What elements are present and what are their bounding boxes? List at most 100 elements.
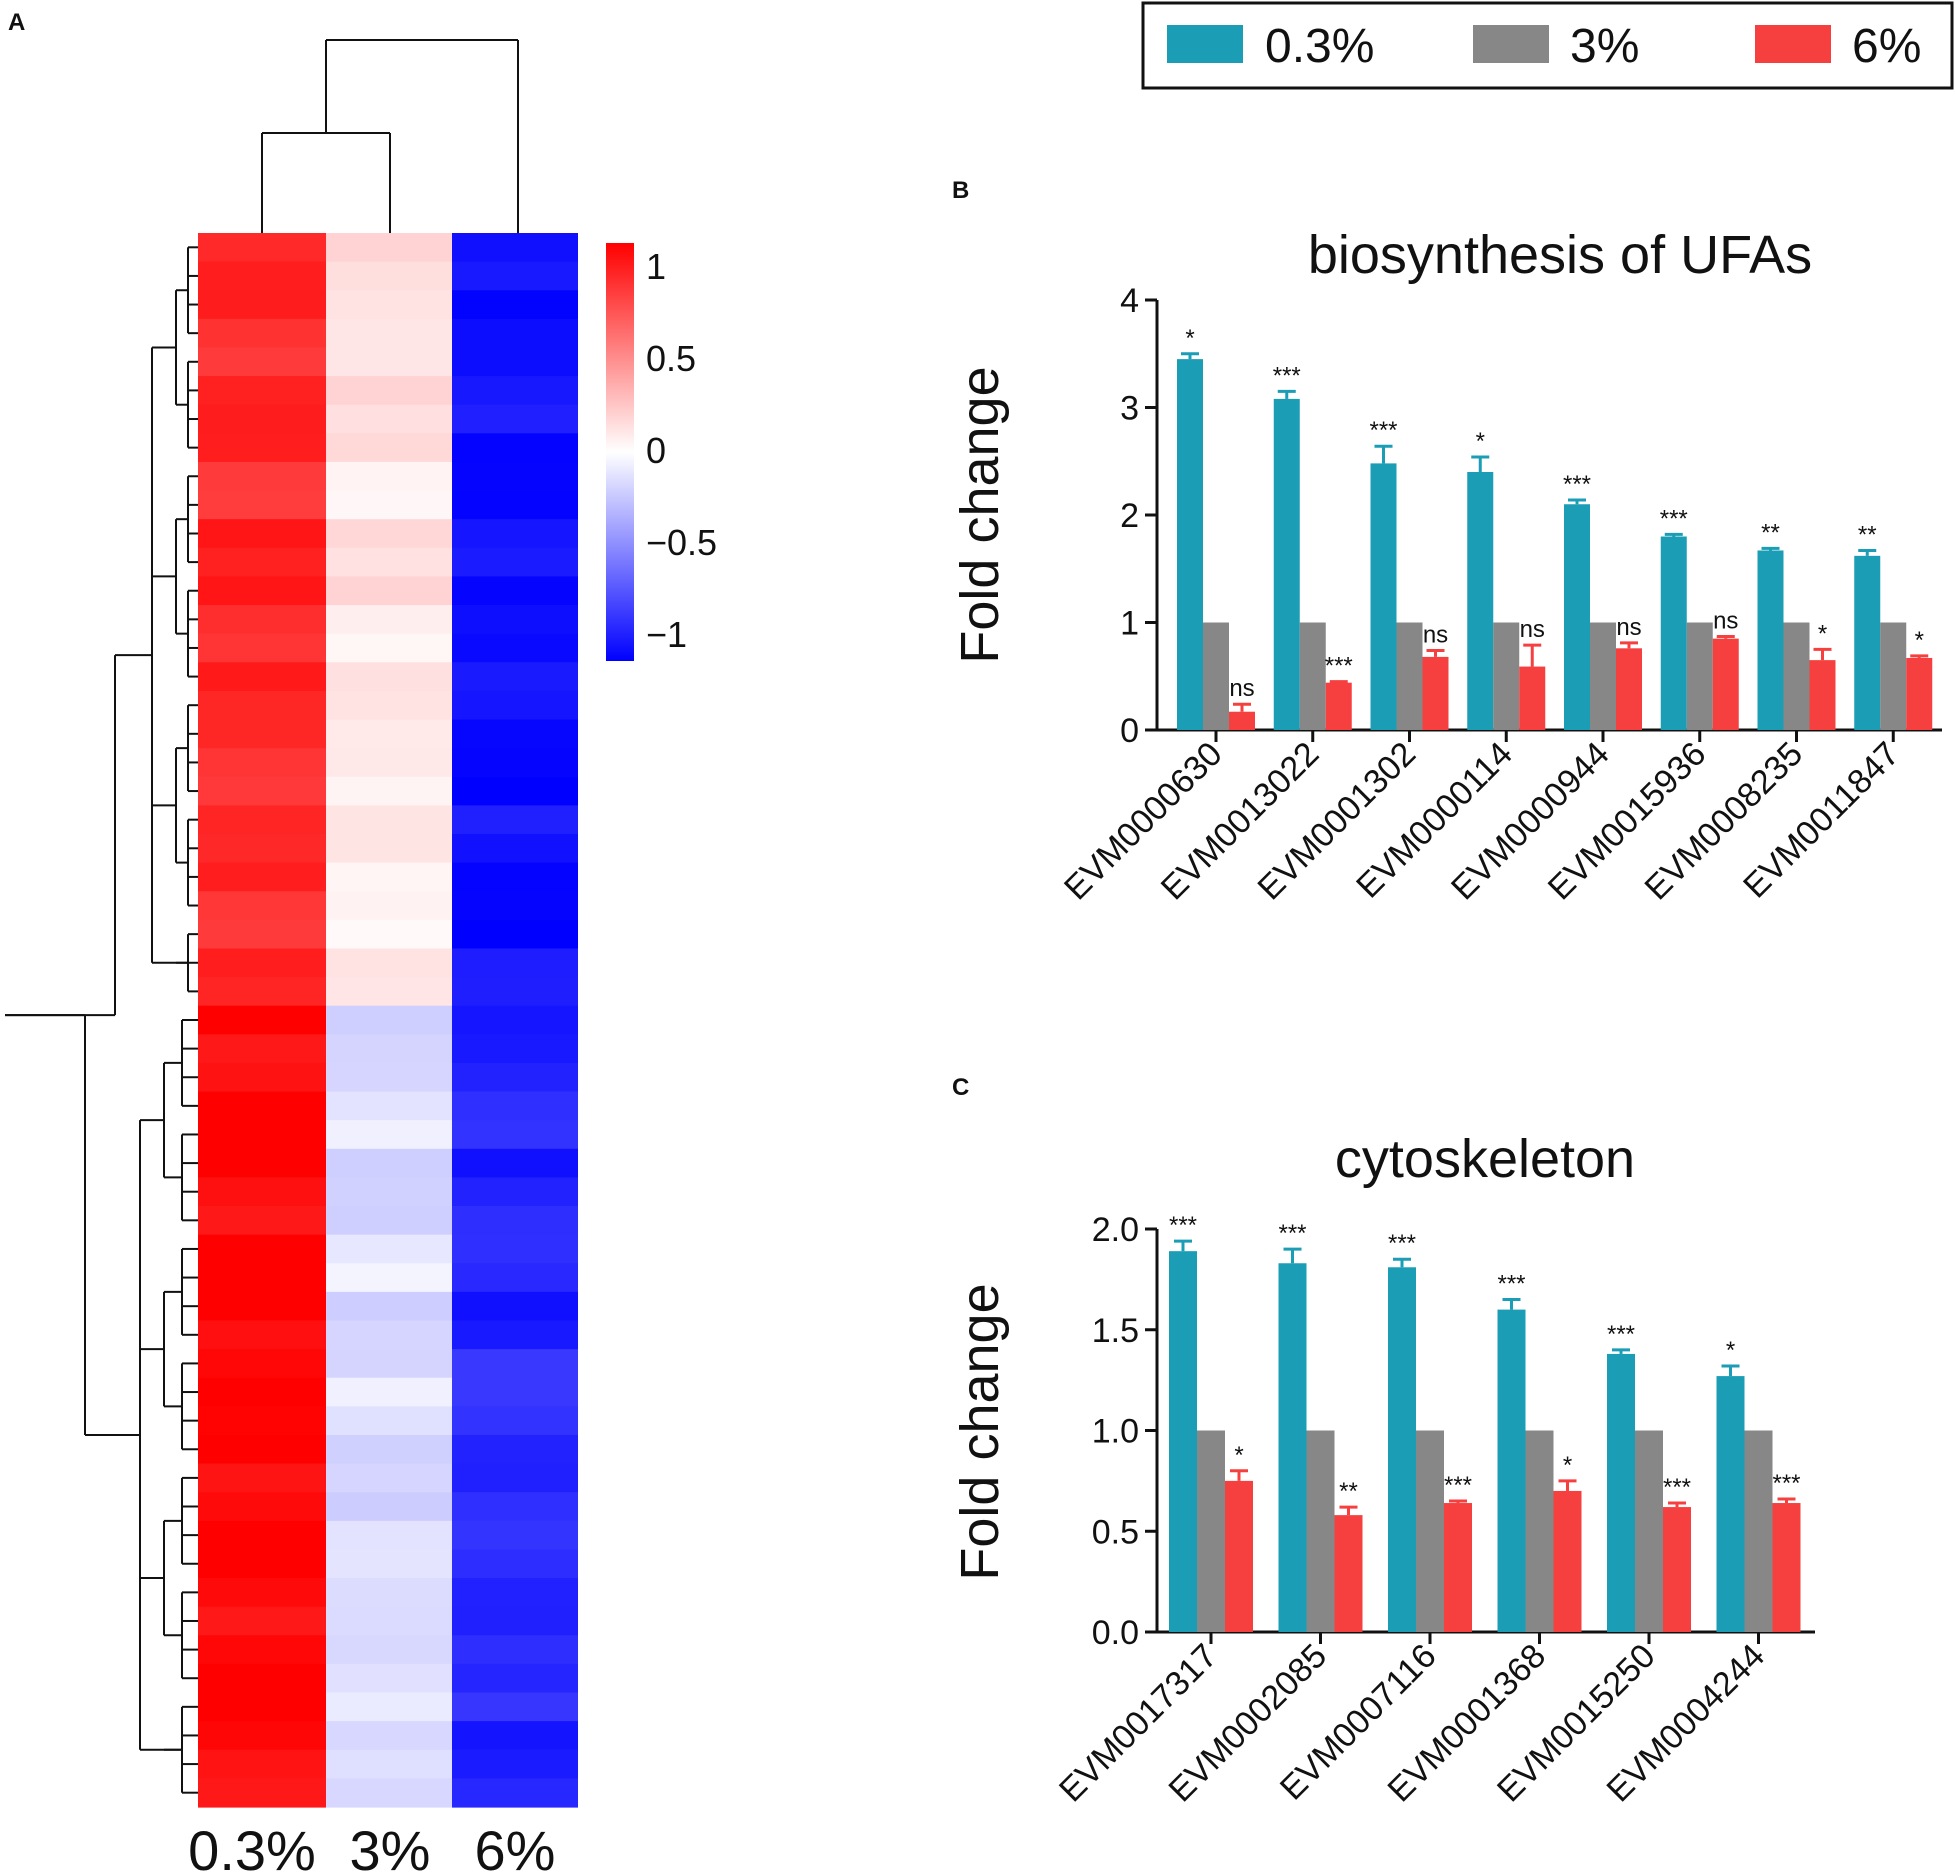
chart-c-bar-evm0002085-0-3-sig: *** xyxy=(1278,1220,1306,1247)
chart-b-bar-evm0000944-6 xyxy=(1616,648,1642,730)
heatmap-cell-3-row-10 xyxy=(326,490,452,520)
colorbar-tick-neg-1: −1 xyxy=(646,614,687,655)
chart-c-bar-evm0015250-0-3-sig: *** xyxy=(1607,1321,1635,1348)
heatmap-cell-6-row-23 xyxy=(452,862,578,892)
colorbar-tick-0-5: 0.5 xyxy=(646,338,696,379)
heatmap-cell-3-row-4 xyxy=(326,318,452,349)
heatmap-cell-3-row-14 xyxy=(326,605,452,635)
heatmap-col-label-6: 6% xyxy=(475,1819,556,1874)
chart-c-bar-evm0017317-3 xyxy=(1197,1430,1225,1632)
heatmap-cell-3-row-18 xyxy=(326,719,452,749)
chart-b-ytick-label-0: 0 xyxy=(1120,712,1139,750)
heatmap-cell-0-3-row-6 xyxy=(198,376,326,406)
heatmap-cell-3-row-9 xyxy=(326,461,452,492)
heatmap-cell-6-row-25 xyxy=(452,919,578,950)
chart-c-bar-evm0001368-0-3-sig: *** xyxy=(1497,1271,1525,1298)
heatmap-cell-6-row-9 xyxy=(452,461,578,492)
heatmap-cell-6-row-30 xyxy=(452,1062,578,1093)
heatmap-cell-3-row-13 xyxy=(326,576,452,606)
chart-b-bar-evm0015936-0-3-sig: *** xyxy=(1660,505,1688,532)
colorbar: 1 0.5 0 −0.5 −1 xyxy=(606,243,717,661)
colorbar-tick-neg-0-5: −0.5 xyxy=(646,522,717,563)
chart-c-bar-evm0001368-6 xyxy=(1553,1490,1582,1632)
heatmap-cell-3-row-30 xyxy=(326,1062,452,1093)
heatmap-cell-0-3-row-40 xyxy=(198,1349,326,1379)
heatmap-cell-3-row-31 xyxy=(326,1091,452,1121)
heatmap-cell-0-3-row-38 xyxy=(198,1291,326,1322)
heatmap-cell-6-row-11 xyxy=(452,519,578,549)
heatmap-cell-3-row-41 xyxy=(326,1377,452,1407)
chart-b-bar-evm0008235-3 xyxy=(1783,622,1810,730)
chart-b-bar-evm0013022-6 xyxy=(1325,682,1352,730)
chart-biosynthesis-of-ufas: biosynthesis of UFAs Fold change 0 1 2 3 4 * n… xyxy=(950,225,1942,907)
heatmap-cell-3-row-19 xyxy=(326,748,452,778)
heatmap-cell-0-3-row-45 xyxy=(198,1492,326,1522)
chart-b-bar-evm0011847-0-3 xyxy=(1854,555,1881,730)
heatmap-cell-3-row-23 xyxy=(326,862,452,892)
heatmap-cell-0-3-row-27 xyxy=(198,977,326,1007)
heatmap-cell-6-row-38 xyxy=(452,1291,578,1322)
heatmap-cell-6-row-21 xyxy=(452,805,578,835)
heatmap-cell-3-row-22 xyxy=(326,833,452,864)
heatmap-cell-0-3-row-41 xyxy=(198,1377,326,1407)
heatmap-cell-3-row-42 xyxy=(326,1406,452,1436)
chart-c-marks: 0.00.51.01.52.0 ****EVM0017317*****EVM000… xyxy=(1052,1211,1815,1809)
chart-b-bar-evm0000630-6 xyxy=(1229,711,1255,730)
heatmap-cell-6-row-22 xyxy=(452,833,578,864)
heatmap-cell-0-3-row-49 xyxy=(198,1606,326,1636)
heatmap-cell-0-3-row-37 xyxy=(198,1263,326,1293)
chart-c-bar-evm0015250-6 xyxy=(1663,1507,1691,1632)
heatmap-cell-3-row-27 xyxy=(326,977,452,1007)
chart-b-bar-evm0000630-6-sig: ns xyxy=(1229,675,1254,702)
heatmap-cell-6-row-40 xyxy=(452,1349,578,1379)
chart-c-bar-evm0001368-3 xyxy=(1525,1430,1554,1632)
heatmap-cell-6-row-1 xyxy=(452,233,578,263)
chart-c-ylabel: Fold change xyxy=(950,1283,1010,1580)
heatmap-cell-0-3-row-44 xyxy=(198,1463,326,1493)
chart-b-bar-evm0013022-3 xyxy=(1299,622,1326,730)
chart-c-bar-evm0004244-3 xyxy=(1744,1430,1773,1632)
heatmap-cell-6-row-26 xyxy=(452,948,578,978)
chart-c-bar-evm0001368-6-sig: * xyxy=(1563,1452,1572,1479)
chart-b-bar-evm0015936-6 xyxy=(1712,638,1739,730)
heatmap-cell-6-row-51 xyxy=(452,1663,578,1694)
heatmap-cell-3-row-11 xyxy=(326,519,452,549)
heatmap-cell-0-3-row-12 xyxy=(198,547,326,578)
heatmap-cell-3-row-5 xyxy=(326,347,452,377)
chart-c-ytick-label-1-0: 1.0 xyxy=(1092,1413,1139,1451)
chart-c-bar-evm0007116-0-3-sig: *** xyxy=(1388,1230,1416,1257)
heatmap-cell-0-3-row-46 xyxy=(198,1520,326,1551)
legend-swatch-6 xyxy=(1755,25,1831,63)
heatmap-cell-0-3-row-36 xyxy=(198,1234,326,1264)
heatmap-cell-3-row-45 xyxy=(326,1492,452,1522)
heatmap-cell-0-3-row-31 xyxy=(198,1091,326,1121)
heatmap-cell-0-3-row-47 xyxy=(198,1549,326,1579)
heatmap-cell-0-3-row-42 xyxy=(198,1406,326,1436)
heatmap-cell-0-3-row-10 xyxy=(198,490,326,520)
chart-b-bar-evm0001302-0-3 xyxy=(1370,463,1397,730)
chart-b-bar-evm0008235-6 xyxy=(1809,660,1836,730)
heatmap-cell-6-row-35 xyxy=(452,1206,578,1236)
chart-c-bar-evm0002085-6 xyxy=(1334,1515,1363,1632)
heatmap-cell-6-row-20 xyxy=(452,776,578,806)
colorbar-tick-1: 1 xyxy=(646,246,666,287)
heatmap-cell-0-3-row-9 xyxy=(198,461,326,492)
heatmap-cell-3-row-3 xyxy=(326,290,452,320)
chart-c-ytick-label-0-5: 0.5 xyxy=(1092,1513,1139,1551)
chart-b-bar-evm0000114-6-sig: ns xyxy=(1520,616,1545,643)
heatmap-cell-3-row-55 xyxy=(326,1778,452,1808)
heatmap-cell-3-row-54 xyxy=(326,1749,452,1779)
heatmap-cell-0-3-row-54 xyxy=(198,1749,326,1779)
heatmap-cell-3-row-8 xyxy=(326,433,452,463)
chart-c-bar-evm0002085-6-sig: ** xyxy=(1339,1478,1358,1505)
chart-b-bar-evm0000114-3 xyxy=(1493,622,1520,730)
chart-b-ylabel: Fold change xyxy=(950,366,1010,663)
heatmap-cell-6-row-27 xyxy=(452,977,578,1007)
heatmap-cell-0-3-row-32 xyxy=(198,1120,326,1150)
heatmap-cell-0-3-row-34 xyxy=(198,1177,326,1207)
chart-b-bar-evm0015936-3 xyxy=(1686,622,1713,730)
chart-c-bar-evm0015250-3 xyxy=(1635,1430,1663,1632)
heatmap-cell-6-row-52 xyxy=(452,1692,578,1722)
heatmap-cell-0-3-row-24 xyxy=(198,891,326,921)
heatmap-cell-0-3-row-33 xyxy=(198,1148,326,1178)
